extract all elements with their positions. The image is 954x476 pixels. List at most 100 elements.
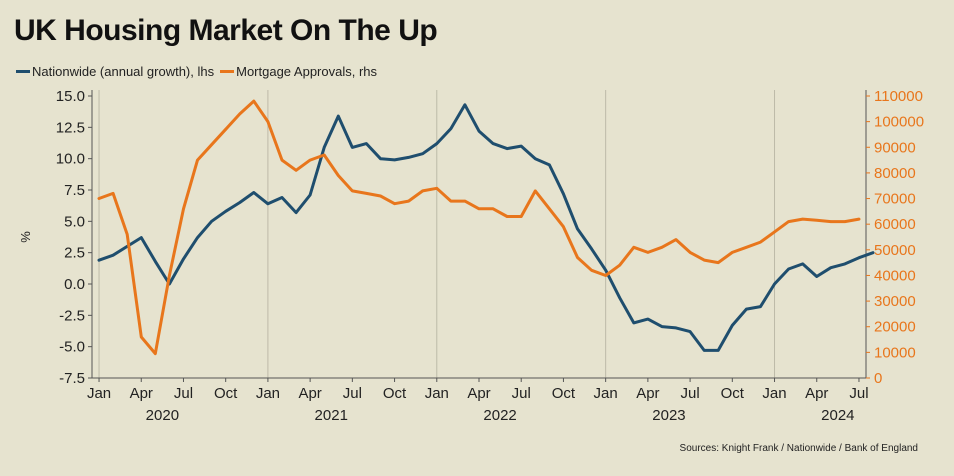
x-tick-label: Jan — [762, 385, 786, 402]
data-point-nationwide — [717, 349, 720, 352]
right-tick-label: 20000 — [874, 319, 916, 336]
x-tick-label: Oct — [721, 385, 745, 402]
data-point-mortgage-approvals — [365, 192, 368, 195]
data-point-nationwide — [815, 275, 818, 278]
data-point-mortgage-approvals — [702, 258, 706, 262]
data-point-nationwide — [421, 152, 424, 155]
data-point-mortgage-approvals — [520, 215, 523, 218]
data-point-nationwide — [224, 210, 227, 213]
data-point-nationwide — [702, 349, 706, 352]
x-tick-label: Apr — [298, 385, 321, 402]
right-tick-label: 30000 — [874, 293, 916, 310]
data-point-nationwide — [491, 142, 495, 145]
data-point-mortgage-approvals — [140, 335, 143, 339]
x-year-label: 2020 — [146, 407, 179, 424]
data-point-mortgage-approvals — [308, 158, 312, 162]
x-tick-label: Jan — [425, 385, 449, 402]
data-point-nationwide — [674, 326, 678, 330]
data-point-mortgage-approvals — [548, 207, 551, 210]
right-tick-label: 50000 — [874, 242, 916, 259]
x-tick-label: Apr — [805, 385, 828, 402]
source-note: Sources: Knight Frank / Nationwide / Ban… — [679, 443, 918, 454]
data-point-mortgage-approvals — [632, 246, 635, 249]
data-point-mortgage-approvals — [182, 207, 185, 210]
data-point-mortgage-approvals — [421, 189, 424, 193]
data-point-mortgage-approvals — [576, 256, 579, 259]
x-tick-label: Jul — [849, 385, 868, 402]
data-point-nationwide — [407, 156, 410, 159]
data-point-nationwide — [449, 127, 453, 130]
data-point-nationwide — [562, 192, 565, 195]
data-point-nationwide — [308, 193, 312, 197]
data-point-mortgage-approvals — [196, 158, 199, 162]
data-point-nationwide — [294, 211, 298, 214]
data-point-nationwide — [632, 321, 635, 325]
data-point-nationwide — [773, 282, 776, 286]
x-tick-label: Apr — [130, 385, 153, 402]
data-point-nationwide — [618, 296, 621, 299]
data-point-nationwide — [365, 142, 368, 145]
data-point-nationwide — [393, 158, 396, 162]
data-point-mortgage-approvals — [505, 215, 509, 218]
data-point-mortgage-approvals — [266, 120, 270, 123]
x-tick-label: Jul — [343, 385, 362, 402]
data-point-nationwide — [548, 163, 551, 167]
left-tick-label: 10.0 — [56, 151, 85, 168]
data-point-mortgage-approvals — [97, 197, 101, 200]
legend-swatch-mortgage — [220, 70, 235, 73]
data-point-nationwide — [323, 146, 326, 149]
series-line-nationwide — [97, 103, 875, 352]
data-point-mortgage-approvals — [717, 261, 720, 264]
x-tick-label: Jan — [87, 385, 111, 402]
data-point-mortgage-approvals — [351, 189, 354, 193]
data-point-nationwide — [787, 267, 790, 271]
legend-swatch-nationwide — [16, 70, 30, 73]
data-point-nationwide — [154, 260, 157, 263]
left-tick-label: 7.5 — [64, 182, 85, 199]
left-tick-label: 5.0 — [64, 213, 85, 230]
data-point-mortgage-approvals — [323, 153, 326, 157]
data-point-mortgage-approvals — [534, 189, 537, 193]
data-point-nationwide — [238, 201, 241, 204]
data-point-mortgage-approvals — [294, 169, 298, 172]
data-point-nationwide — [182, 257, 185, 261]
data-point-mortgage-approvals — [407, 199, 410, 203]
legend-item-mortgage: Mortgage Approvals, rhs — [218, 64, 377, 79]
x-year-label: 2024 — [821, 407, 854, 424]
right-tick-label: 90000 — [874, 139, 916, 156]
data-point-mortgage-approvals — [604, 274, 607, 277]
series-line-mortgage-approvals — [97, 99, 861, 356]
data-point-nationwide — [871, 251, 875, 254]
data-point-nationwide — [731, 324, 734, 327]
data-point-nationwide — [266, 202, 270, 205]
data-point-mortgage-approvals — [449, 199, 453, 203]
data-point-nationwide — [97, 258, 101, 262]
data-point-mortgage-approvals — [829, 220, 833, 223]
right-tick-label: 70000 — [874, 191, 916, 208]
data-point-nationwide — [505, 147, 509, 150]
data-point-nationwide — [660, 325, 664, 328]
data-point-nationwide — [280, 196, 284, 199]
x-tick-label: Oct — [383, 385, 407, 402]
legend-label-mortgage: Mortgage Approvals, rhs — [236, 64, 378, 79]
data-point-nationwide — [520, 144, 523, 148]
right-tick-label: 80000 — [874, 165, 916, 182]
data-point-mortgage-approvals — [660, 246, 664, 249]
left-tick-label: -2.5 — [59, 307, 85, 324]
data-point-mortgage-approvals — [252, 99, 256, 103]
data-point-mortgage-approvals — [125, 233, 129, 236]
data-point-nationwide — [210, 220, 213, 223]
legend-item-nationwide: Nationwide (annual growth), lhs — [16, 64, 214, 79]
data-point-mortgage-approvals — [688, 251, 692, 254]
x-tick-label: Oct — [552, 385, 576, 402]
data-point-mortgage-approvals — [168, 274, 171, 277]
chart-title: UK Housing Market On The Up — [14, 14, 438, 47]
data-point-mortgage-approvals — [801, 217, 804, 221]
data-point-mortgage-approvals — [618, 264, 621, 267]
data-point-nationwide — [534, 157, 537, 160]
data-point-nationwide — [337, 114, 340, 118]
data-point-nationwide — [745, 307, 748, 311]
right-tick-label: 110000 — [874, 88, 923, 105]
left-tick-label: 0.0 — [64, 276, 85, 293]
legend-label-nationwide: Nationwide (annual growth), lhs — [32, 64, 215, 79]
